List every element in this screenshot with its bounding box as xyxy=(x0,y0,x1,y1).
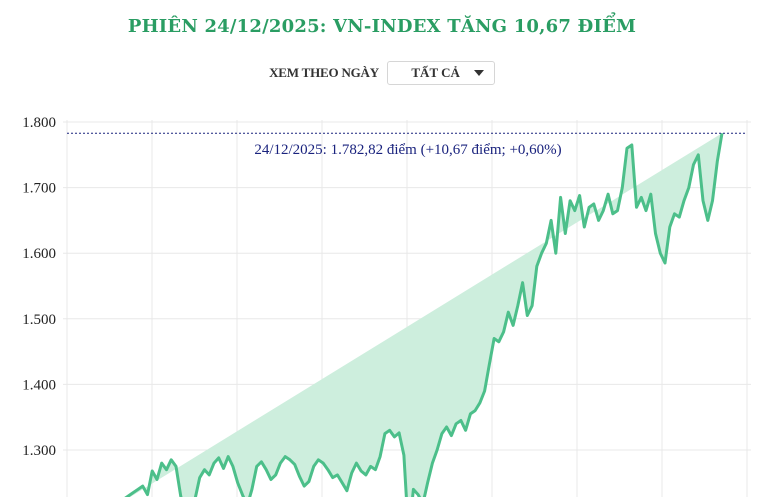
y-tick-label: 1.500 xyxy=(22,312,56,328)
y-tick-label: 1.600 xyxy=(22,246,56,262)
date-filter: XEM THEO NGÀY TẤT CẢ xyxy=(0,61,764,85)
date-range-select[interactable]: TẤT CẢ xyxy=(386,61,495,85)
filter-label: XEM THEO NGÀY xyxy=(269,65,379,80)
vnindex-area-chart: 1.300 1.400 1.500 1.600 1.700 1.800 24/12/202… xyxy=(22,115,751,497)
y-tick-label: 1.800 xyxy=(22,115,56,131)
date-range-selected: TẤT CẢ xyxy=(411,65,460,80)
y-tick-label: 1.300 xyxy=(22,443,56,459)
index-line xyxy=(124,132,724,497)
caret-down-icon xyxy=(473,70,484,76)
page-title: PHIÊN 24/12/2025: VN-INDEX TĂNG 10,67 ĐI… xyxy=(127,16,637,37)
area-fill xyxy=(126,133,722,497)
y-tick-label: 1.400 xyxy=(22,377,56,393)
annotation-label: 24/12/2025: 1.782,82 điểm (+10,67 điểm; … xyxy=(254,142,561,158)
y-axis: 1.300 1.400 1.500 1.600 1.700 1.800 xyxy=(22,115,56,459)
y-tick-label: 1.700 xyxy=(22,181,56,197)
